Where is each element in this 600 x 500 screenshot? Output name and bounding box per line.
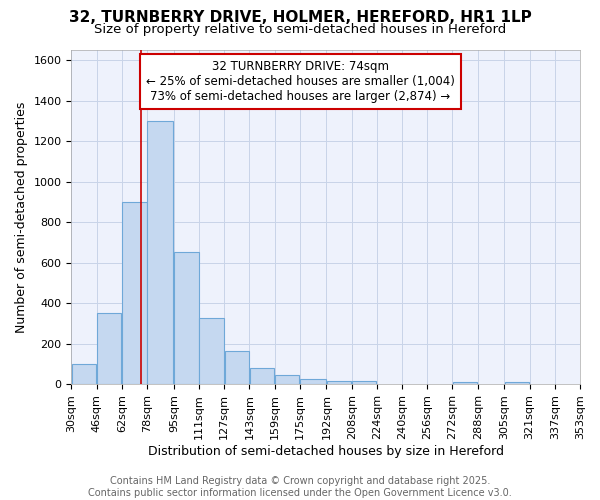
Bar	[275, 375, 299, 384]
Bar	[97, 313, 121, 384]
Bar	[300, 379, 326, 384]
Text: Size of property relative to semi-detached houses in Hereford: Size of property relative to semi-detach…	[94, 22, 506, 36]
Bar	[148, 121, 173, 384]
Bar	[199, 318, 224, 384]
Bar	[327, 381, 351, 384]
Bar	[224, 350, 249, 384]
Bar	[72, 364, 96, 384]
Y-axis label: Number of semi-detached properties: Number of semi-detached properties	[15, 102, 28, 332]
Bar	[174, 252, 199, 384]
Text: 32, TURNBERRY DRIVE, HOLMER, HEREFORD, HR1 1LP: 32, TURNBERRY DRIVE, HOLMER, HEREFORD, H…	[68, 10, 532, 25]
Text: 32 TURNBERRY DRIVE: 74sqm
← 25% of semi-detached houses are smaller (1,004)
73% : 32 TURNBERRY DRIVE: 74sqm ← 25% of semi-…	[146, 60, 455, 103]
Text: Contains HM Land Registry data © Crown copyright and database right 2025.
Contai: Contains HM Land Registry data © Crown c…	[88, 476, 512, 498]
Bar	[505, 382, 529, 384]
Bar	[352, 381, 376, 384]
Bar	[453, 382, 477, 384]
X-axis label: Distribution of semi-detached houses by size in Hereford: Distribution of semi-detached houses by …	[148, 444, 504, 458]
Bar	[250, 368, 274, 384]
Bar	[122, 202, 146, 384]
